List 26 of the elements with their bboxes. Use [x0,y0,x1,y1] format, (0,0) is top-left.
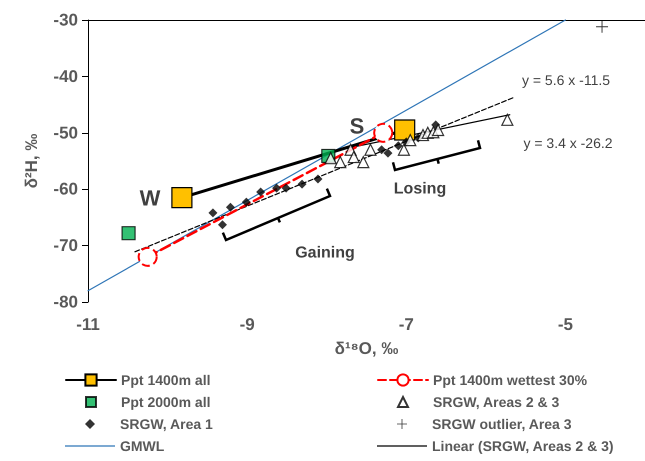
y-tick-label: -60 [53,180,78,199]
x-tick-label: -7 [398,315,414,334]
y-axis-title: δ²H, ‰ [22,134,41,188]
y-tick-label: -50 [53,123,78,142]
legend-label: GMWL [120,438,165,454]
y-tick-label: -80 [53,292,78,312]
x-tick-label: -5 [558,315,573,334]
y-tick-label: -40 [53,66,78,86]
legend-label: SRGW outlier, Area 3 [432,416,572,432]
y-tick-label: -30 [53,10,78,30]
y-tick-label: -70 [53,236,78,256]
legend-label: SRGW, Areas 2 & 3 [433,394,560,410]
legend-label: Ppt 1400m wettest 30% [433,372,588,388]
legend-label: Linear (SRGW, Areas 2 & 3) [432,438,614,454]
legend-label: Ppt 1400m all [121,372,210,388]
annotation: y = 3.4 x -26.2 [523,135,613,151]
x-tick-label: -9 [240,315,255,334]
x-axis-title: δ¹⁸O, ‰ [334,339,398,358]
annotation: S [350,114,364,138]
annotation: W [140,186,161,210]
legend-label: SRGW, Area 1 [120,416,214,432]
annotation: y = 5.6 x -11.5 [522,72,610,88]
legend-label: Ppt 2000m all [121,394,210,410]
x-tick-label: -11 [76,315,100,334]
annotation: Losing [394,180,446,198]
annotation: Gaining [295,244,355,262]
